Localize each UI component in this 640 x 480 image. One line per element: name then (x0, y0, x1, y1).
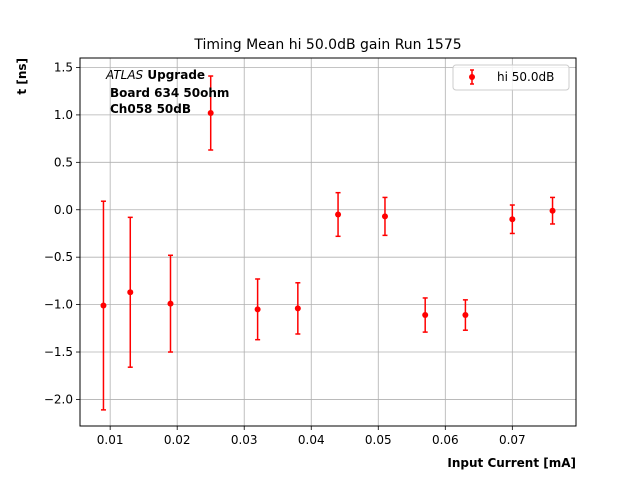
data-point (127, 289, 134, 296)
x-tick-label: 0.06 (432, 433, 459, 447)
y-tick-label: −2.0 (44, 392, 73, 406)
data-point (335, 211, 342, 218)
x-tick-label: 0.02 (164, 433, 191, 447)
x-tick-label: 0.04 (298, 433, 325, 447)
y-tick-label: −1.5 (44, 345, 73, 359)
annotation-line3: Ch058 50dB (110, 102, 191, 116)
y-tick-label: 1.0 (54, 108, 73, 122)
grid (80, 58, 576, 426)
y-tick-label: 0.0 (54, 203, 73, 217)
data-point (422, 312, 429, 319)
legend-box (452, 64, 570, 91)
y-tick-label: −1.0 (44, 298, 73, 312)
data-point (100, 302, 107, 309)
data-point (381, 213, 388, 220)
y-tick-label: 0.5 (54, 155, 73, 169)
chart-title: Timing Mean hi 50.0dB gain Run 1575 (193, 37, 461, 53)
y-tick-label: 1.5 (54, 60, 73, 74)
data-point (294, 305, 301, 312)
x-tick-label: 0.01 (97, 433, 124, 447)
annotation-line2: Board 634 50ohm (110, 86, 229, 100)
data-point (462, 312, 469, 319)
y-tick-label: −0.5 (44, 250, 73, 264)
x-tick-label: 0.07 (499, 433, 526, 447)
data-points (100, 75, 556, 411)
data-point (549, 207, 556, 214)
data-point (254, 306, 261, 313)
legend: hi 50.0dB (452, 64, 570, 91)
legend-marker (469, 74, 475, 80)
ticks: 0.01 0.02 0.03 0.04 0.05 0.06 0.07 −2.0 −1.5 −1.0… (44, 60, 526, 447)
x-axis-label: Input Current [mA] (447, 456, 576, 470)
annotation-atlas: ATLAS (105, 68, 144, 82)
plot-frame (79, 57, 577, 427)
data-point (207, 110, 214, 117)
data-point (167, 300, 174, 307)
annotation-line1: ATLAS Upgrade (105, 68, 205, 82)
annotation-upgrade: Upgrade (147, 68, 205, 82)
x-tick-label: 0.03 (231, 433, 258, 447)
y-axis-label: t [ns] (15, 58, 29, 95)
data-point (509, 216, 516, 223)
x-tick-label: 0.05 (365, 433, 392, 447)
legend-label: hi 50.0dB (497, 70, 554, 84)
